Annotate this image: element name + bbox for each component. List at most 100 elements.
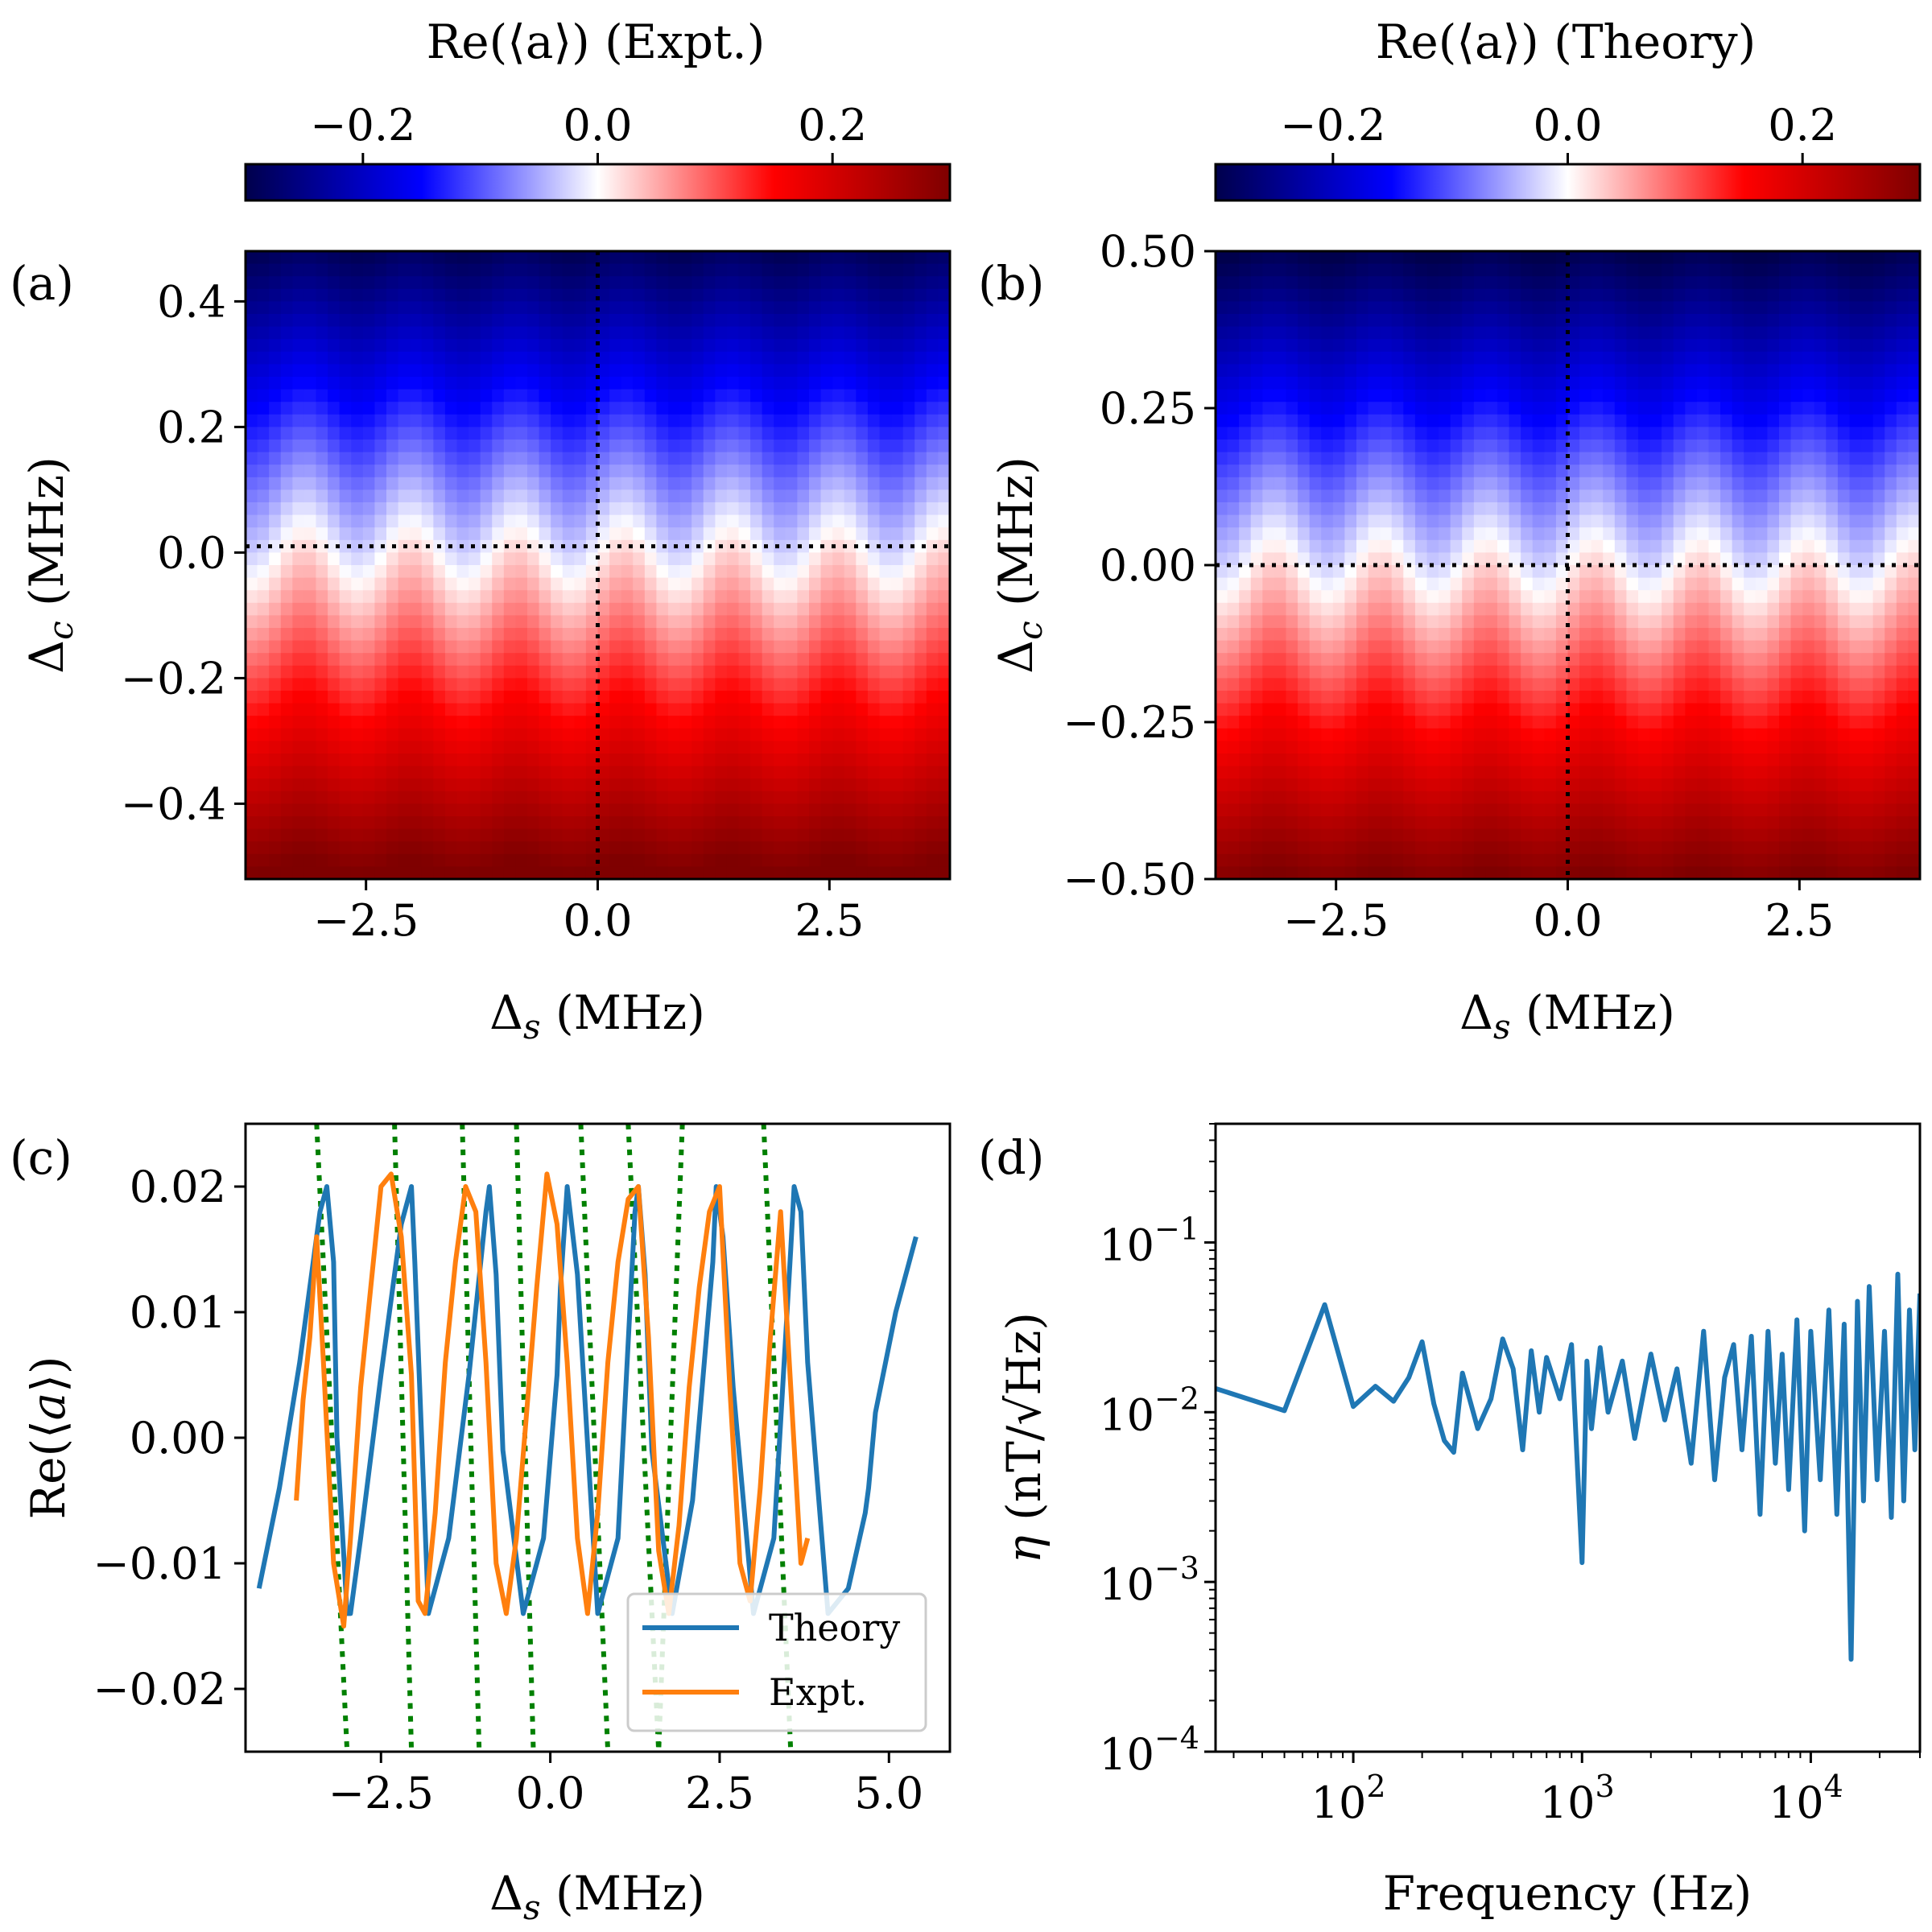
heatmap-cell: [280, 514, 293, 528]
heatmap-cell: [1426, 841, 1439, 855]
heatmap-cell: [433, 263, 446, 277]
heatmap-cell: [1567, 691, 1580, 704]
heatmap-cell: [1298, 665, 1311, 679]
heatmap-cell: [891, 364, 904, 378]
heatmap-cell: [503, 364, 517, 378]
heatmap-cell: [1403, 326, 1416, 340]
heatmap-cell: [562, 866, 575, 880]
heatmap-cell: [1344, 691, 1357, 704]
heatmap-cell: [1485, 691, 1498, 704]
heatmap-cell: [1579, 364, 1592, 378]
heatmap-cell: [867, 452, 881, 465]
panel-label-a: (a): [10, 256, 74, 311]
heatmap-cell: [398, 565, 411, 579]
heatmap-cell: [551, 753, 564, 767]
heatmap-cell: [1662, 364, 1674, 378]
heatmap-cell: [469, 853, 481, 867]
heatmap-cell: [1450, 602, 1463, 616]
heatmap-cell: [1332, 276, 1346, 290]
heatmap-cell: [1439, 402, 1451, 415]
heatmap-cell: [1521, 816, 1534, 830]
panel-label-b: (b): [978, 256, 1044, 311]
heatmap-cell: [1544, 753, 1557, 767]
heatmap-cell: [480, 866, 493, 880]
heatmap-cell: [902, 402, 915, 415]
heatmap-cell: [715, 678, 728, 691]
heatmap-cell: [797, 766, 810, 779]
heatmap-cell: [1332, 665, 1346, 679]
heatmap-cell: [362, 263, 376, 277]
heatmap-cell: [797, 853, 810, 867]
heatmap-cell: [1509, 678, 1521, 691]
heatmap-cell: [1579, 866, 1592, 880]
heatmap-cell: [503, 741, 517, 754]
heatmap-cell: [386, 665, 399, 679]
heatmap-cell: [246, 464, 258, 478]
heatmap-cell: [750, 502, 763, 516]
heatmap-cell: [339, 552, 352, 566]
heatmap-cell: [679, 263, 692, 277]
heatmap-cell: [856, 577, 869, 591]
heatmap-cell: [844, 351, 857, 365]
heatmap-cell: [1239, 791, 1252, 804]
heatmap-cell: [633, 615, 646, 629]
heatmap-cell: [1274, 364, 1287, 378]
heatmap-cell: [914, 678, 927, 691]
heatmap-cell: [316, 778, 328, 792]
heatmap-cell: [1298, 514, 1311, 528]
heatmap-cell: [1368, 314, 1381, 328]
heatmap-cell: [469, 464, 481, 478]
heatmap-cell: [1414, 640, 1428, 654]
heatmap-cell: [1509, 728, 1521, 741]
heatmap-cell: [503, 552, 517, 566]
heatmap-cell: [421, 577, 434, 591]
heatmap-cell: [926, 489, 939, 503]
heatmap-cell: [703, 514, 716, 528]
heatmap-cell: [1649, 766, 1662, 779]
heatmap-cell: [374, 577, 387, 591]
heatmap-cell: [1567, 565, 1580, 579]
heatmap-cell: [609, 691, 622, 704]
heatmap-cell: [269, 615, 282, 629]
heatmap-cell: [374, 552, 387, 566]
heatmap-cell: [1521, 527, 1534, 541]
heatmap-cell: [703, 326, 716, 340]
heatmap-cell: [1579, 288, 1592, 302]
heatmap-cell: [469, 288, 481, 302]
heatmap-cell: [1555, 301, 1569, 315]
heatmap-cell: [1638, 288, 1651, 302]
heatmap-cell: [351, 853, 364, 867]
heatmap-cell: [469, 377, 481, 390]
heatmap-cell: [1662, 866, 1674, 880]
heatmap-cell: [551, 628, 564, 642]
heatmap-cell: [1462, 590, 1475, 604]
heatmap-cell: [1544, 263, 1557, 277]
heatmap-cell: [1321, 803, 1334, 817]
heatmap-cell: [492, 351, 505, 365]
heatmap-cell: [551, 389, 564, 402]
heatmap-cell: [480, 514, 493, 528]
heatmap-cell: [269, 314, 282, 328]
heatmap-cell: [1262, 816, 1275, 830]
heatmap-cell: [1555, 440, 1569, 453]
heatmap-cell: [280, 276, 293, 290]
heatmap-cell: [585, 489, 599, 503]
heatmap-cell: [1603, 251, 1616, 265]
heatmap-cell: [585, 703, 599, 716]
heatmap-cell: [1497, 866, 1510, 880]
heatmap-cell: [1649, 665, 1662, 679]
heatmap-cell: [738, 251, 751, 265]
heatmap-cell: [1450, 841, 1463, 855]
heatmap-cell: [726, 741, 740, 754]
heatmap-cell: [527, 339, 540, 353]
heatmap-cell: [1662, 791, 1674, 804]
heatmap-cell: [1439, 640, 1451, 654]
heatmap-cell: [703, 527, 716, 541]
heatmap-cell: [762, 502, 774, 516]
heatmap-cell: [1403, 841, 1416, 855]
heatmap-cell: [879, 477, 892, 490]
heatmap-cell: [1649, 364, 1662, 378]
heatmap-cell: [1239, 716, 1252, 729]
heatmap-cell: [374, 753, 387, 767]
heatmap-cell: [1250, 766, 1263, 779]
